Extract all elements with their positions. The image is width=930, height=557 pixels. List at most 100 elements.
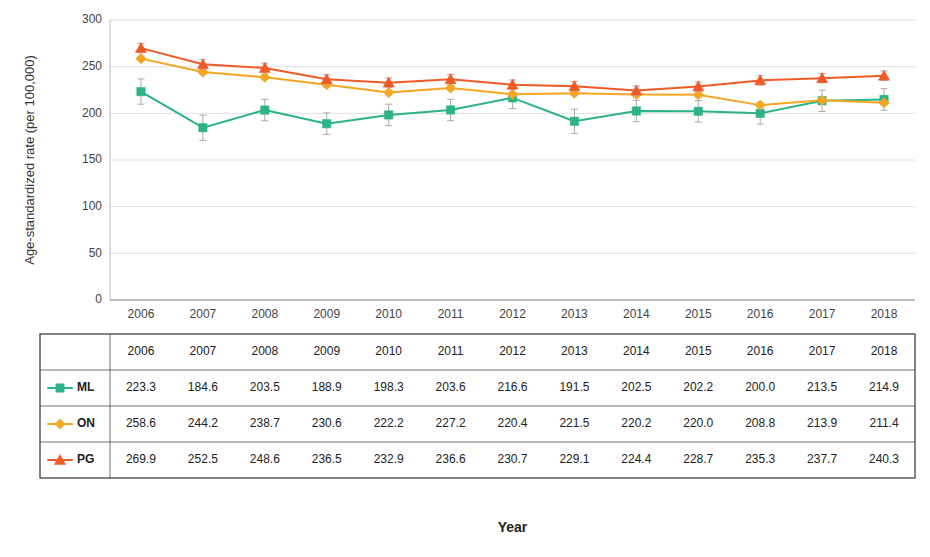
y-tick-label: 300 (82, 12, 102, 26)
grid-line (110, 206, 915, 207)
table-cell: 244.2 (188, 416, 218, 430)
table-header: 2011 (438, 344, 464, 358)
x-tick-label: 2008 (251, 307, 278, 321)
series-line (141, 59, 884, 105)
point-marker (136, 53, 146, 63)
table-cell: 232.9 (374, 452, 404, 466)
point-marker (199, 124, 207, 132)
point-marker (383, 87, 393, 97)
point-marker (631, 85, 642, 95)
y-tick-label: 0 (95, 292, 102, 306)
series-line (141, 48, 884, 90)
table-cell: 236.5 (312, 452, 342, 466)
x-tick-label: 2016 (747, 307, 774, 321)
point-marker (507, 89, 517, 99)
table-cell: 224.4 (621, 452, 651, 466)
point-marker (755, 75, 766, 85)
point-marker (261, 106, 269, 114)
table-cell: 248.6 (250, 452, 280, 466)
table-cell: 269.9 (126, 452, 156, 466)
table-cell: 188.9 (312, 380, 342, 394)
table-cell: 227.2 (436, 416, 466, 430)
table-cell: 252.5 (188, 452, 218, 466)
legend-marker (56, 384, 64, 392)
table-cell: 200.0 (745, 380, 775, 394)
table-cell: 221.5 (559, 416, 589, 430)
error-bar (261, 99, 268, 120)
table-cell: 229.1 (559, 452, 589, 466)
series-PG (135, 42, 889, 95)
table-cell: 208.8 (745, 416, 775, 430)
error-bar (695, 101, 702, 122)
table-header: 2016 (747, 344, 774, 358)
table-header: 2007 (190, 344, 217, 358)
table-header: 2010 (375, 344, 402, 358)
y-tick-label: 50 (89, 246, 103, 260)
table-cell: 203.5 (250, 380, 280, 394)
grid-line (110, 113, 915, 114)
point-marker (446, 106, 454, 114)
grid-line (110, 160, 915, 161)
x-tick-label: 2015 (685, 307, 712, 321)
grid-line (110, 300, 915, 301)
error-bar (571, 109, 578, 133)
table-cell: 258.6 (126, 416, 156, 430)
grid-line (110, 20, 915, 21)
table-cell: 223.3 (126, 380, 156, 394)
point-marker (384, 111, 392, 119)
point-marker (259, 62, 270, 72)
series-ON (136, 53, 889, 110)
table-row-line (40, 370, 915, 371)
y-axis-line (110, 20, 111, 300)
table-header: 2012 (499, 344, 526, 358)
table-header: 2006 (128, 344, 155, 358)
table-header: 2014 (623, 344, 650, 358)
point-marker (879, 97, 889, 107)
table-cell: 184.6 (188, 380, 218, 394)
table-cell: 222.2 (374, 416, 404, 430)
y-tick-label: 200 (82, 106, 102, 120)
error-bar (323, 113, 330, 134)
table-cell: 198.3 (374, 380, 404, 394)
table-cell: 214.9 (869, 380, 899, 394)
x-tick-label: 2017 (809, 307, 836, 321)
plot-area (135, 42, 889, 140)
y-tick-label: 150 (82, 152, 102, 166)
point-marker (817, 95, 827, 105)
table-header: 2009 (313, 344, 340, 358)
x-tick-label: 2006 (128, 307, 155, 321)
table-cell: 202.5 (621, 380, 651, 394)
table-cell: 237.7 (807, 452, 837, 466)
x-axis-line (110, 300, 915, 301)
point-marker (693, 81, 704, 91)
y-grid: 0 50 100 150 200 250 300 (82, 12, 915, 306)
table-header: 2017 (809, 344, 836, 358)
table-header: 2015 (685, 344, 712, 358)
table-cell: 220.0 (683, 416, 713, 430)
table-row-name: PG (77, 452, 94, 466)
background (0, 0, 930, 557)
x-axis-label: Year (498, 519, 528, 535)
table-header: 2018 (871, 344, 898, 358)
x-tick-label: 2012 (499, 307, 526, 321)
y-tick-label: 100 (82, 199, 102, 213)
table-cell: 228.7 (683, 452, 713, 466)
series-ML (137, 79, 888, 140)
legend-marker (54, 454, 65, 464)
y-tick-label: 250 (82, 59, 102, 73)
point-marker (137, 87, 145, 95)
table-row-line (40, 406, 915, 407)
point-marker (260, 72, 270, 82)
table-cell: 220.2 (621, 416, 651, 430)
point-marker (817, 73, 828, 83)
point-marker (445, 74, 456, 84)
point-marker (323, 119, 331, 127)
point-marker (197, 59, 208, 69)
table-cell: 235.3 (745, 452, 775, 466)
table-border (40, 334, 915, 478)
table-cell: 240.3 (869, 452, 899, 466)
x-tick-label: 2011 (438, 307, 464, 321)
point-marker (135, 42, 146, 52)
table-cell: 213.5 (807, 380, 837, 394)
chart: 0 50 100 150 200 250 300 2006 2007 2008 2009 2010 20… (0, 0, 930, 557)
